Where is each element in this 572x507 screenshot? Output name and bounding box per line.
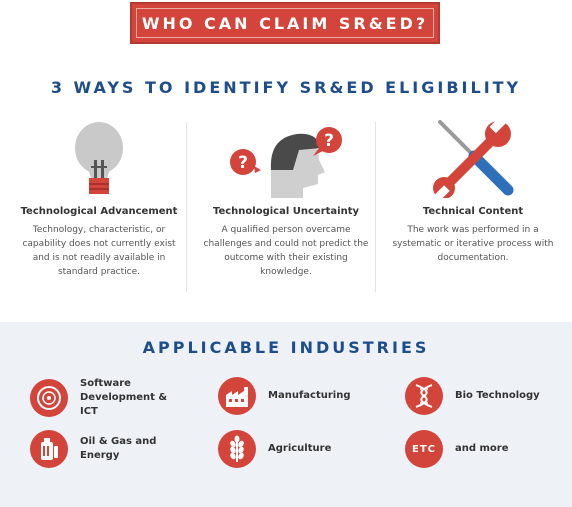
- industry-more: ETC and more: [405, 430, 555, 468]
- industry-label: Agriculture: [268, 443, 332, 454]
- wheat-icon: [218, 430, 256, 468]
- eligibility-heading: 3 WAYS TO IDENTIFY SR&ED ELIGIBILITY: [50, 78, 522, 97]
- etc-icon: ETC: [405, 430, 443, 468]
- industry-label: Bio Technology: [455, 390, 540, 401]
- item-description: A qualified person overcame challenges a…: [203, 225, 369, 277]
- eligibility-item-technical: Technical Content The work was performed…: [388, 110, 558, 265]
- banner-frame: WHO CAN CLAIM SR&ED?: [136, 8, 434, 38]
- etc-icon-text: ETC: [412, 443, 436, 455]
- item-description: The work was performed in a systematic o…: [392, 225, 554, 263]
- banner-title: WHO CAN CLAIM SR&ED?: [141, 13, 429, 33]
- column-divider: [375, 122, 376, 292]
- industry-label: and more: [455, 443, 509, 454]
- eligibility-item-uncertainty: ? ? Technological Uncertainty A qualifie…: [201, 110, 371, 279]
- industry-label: Manufacturing: [268, 390, 351, 401]
- title-banner: WHO CAN CLAIM SR&ED?: [130, 2, 440, 44]
- industry-label: Software Development & ICT: [80, 378, 168, 417]
- oil-barrel-icon: [30, 430, 68, 468]
- svg-text:?: ?: [238, 153, 248, 173]
- item-description: Technology, characteristic, or capabilit…: [22, 225, 176, 277]
- svg-text:?: ?: [324, 131, 334, 151]
- industry-oil-gas: Oil & Gas and Energy: [30, 430, 180, 468]
- industry-biotech: Bio Technology: [405, 377, 555, 415]
- industries-section: [0, 322, 572, 507]
- dna-icon: [405, 377, 443, 415]
- wrench-screwdriver-icon: [388, 110, 558, 198]
- eligibility-item-advancement: Technological Advancement Technology, ch…: [14, 110, 184, 279]
- industry-label: Oil & Gas and Energy: [80, 436, 157, 461]
- disc-icon: [30, 379, 68, 417]
- item-title: Technical Content: [422, 206, 524, 217]
- industry-agriculture: Agriculture: [218, 430, 368, 468]
- person-question-icon: ? ?: [201, 110, 371, 198]
- industry-software: Software Development & ICT: [30, 377, 180, 419]
- industries-heading: APPLICABLE INDUSTRIES: [142, 338, 430, 357]
- column-divider: [186, 122, 187, 292]
- lightbulb-icon: [14, 110, 184, 198]
- item-title: Technological Advancement: [20, 206, 178, 217]
- item-title: Technological Uncertainty: [212, 206, 360, 217]
- industry-manufacturing: Manufacturing: [218, 377, 368, 415]
- factory-icon: [218, 377, 256, 415]
